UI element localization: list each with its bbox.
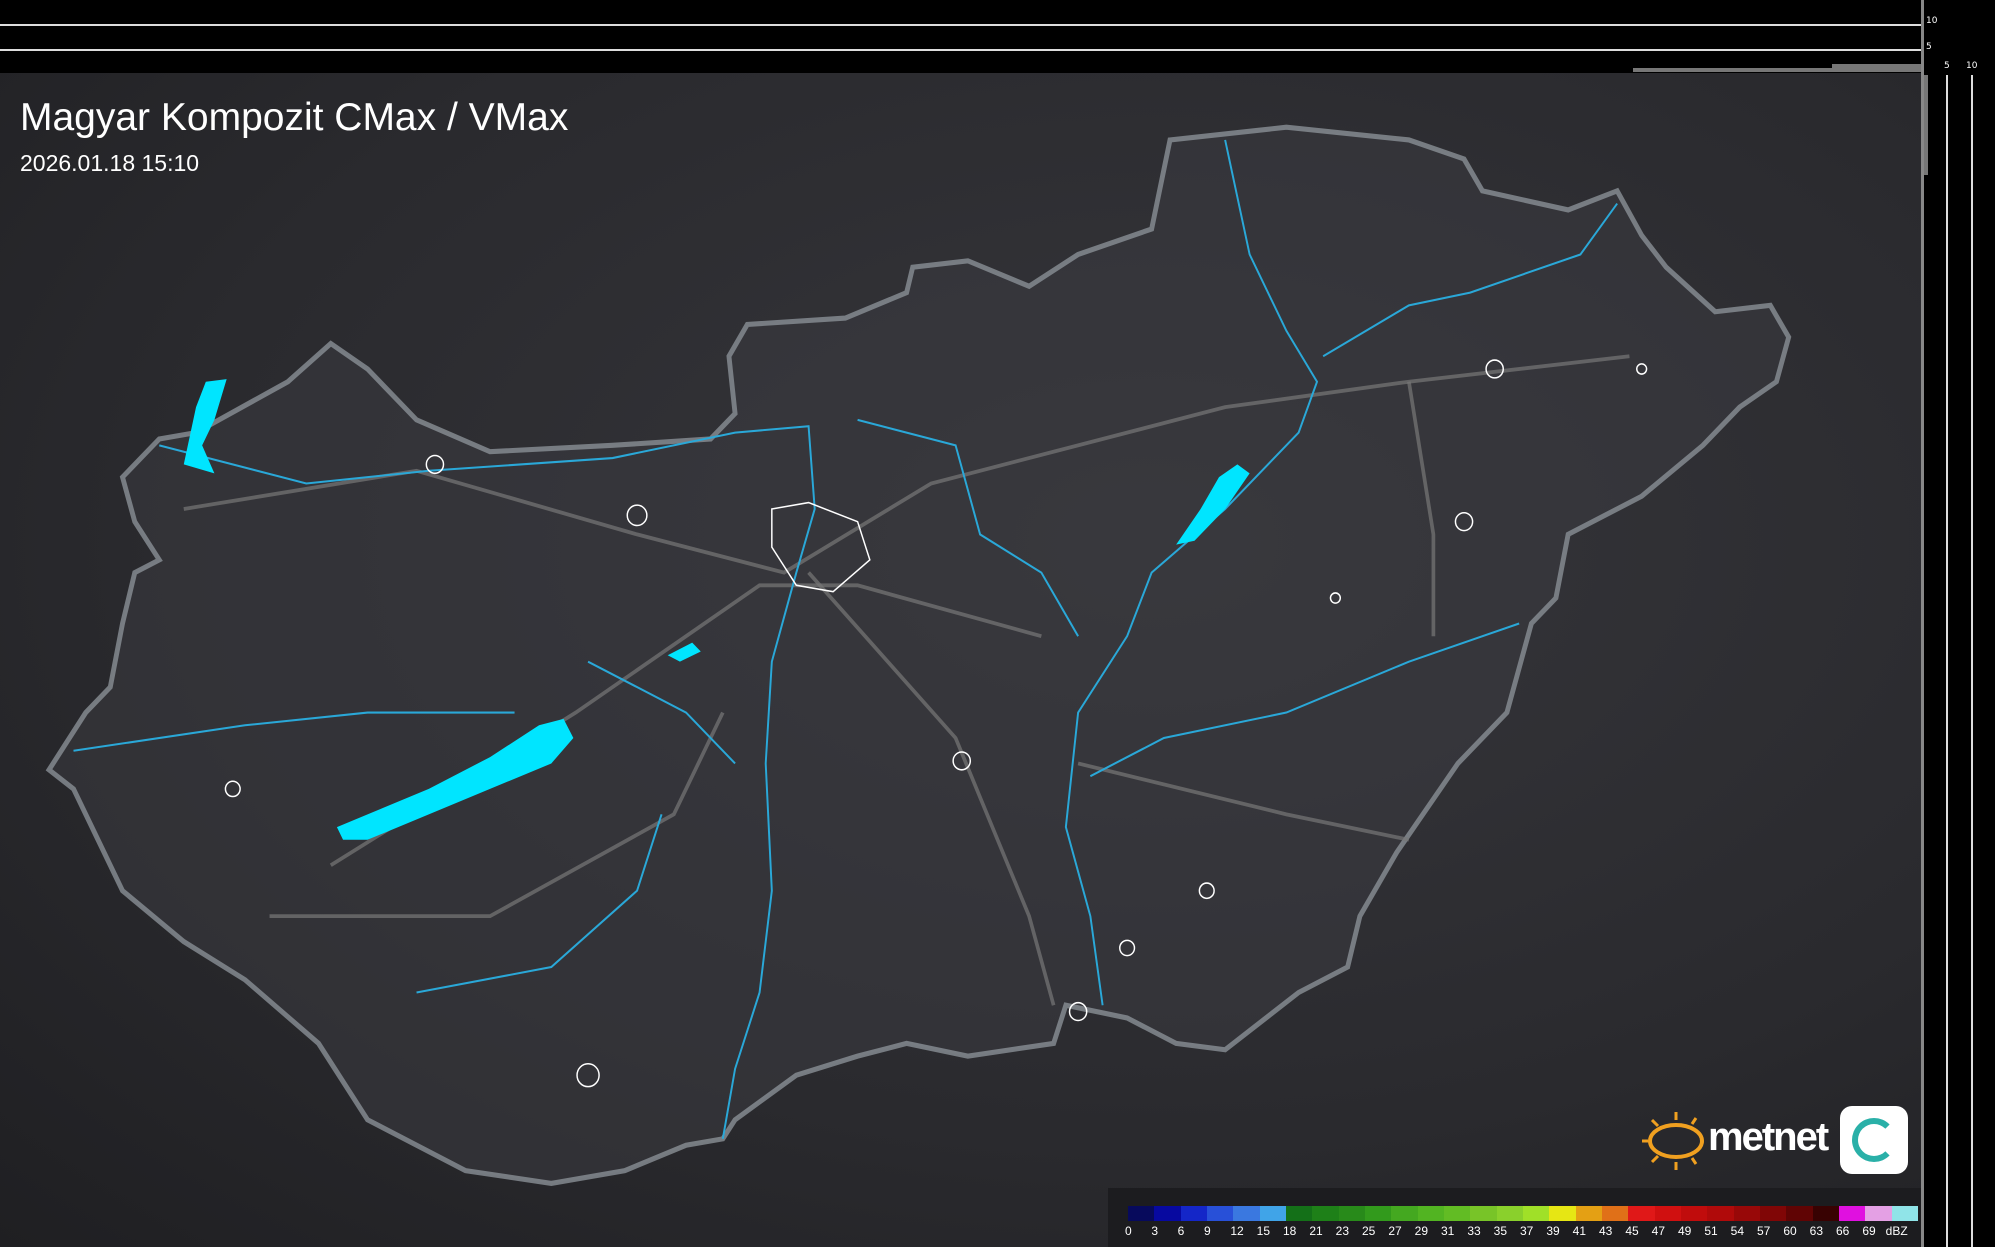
legend-swatch	[1760, 1206, 1787, 1221]
profile-bar-peak	[1832, 64, 1921, 72]
lake-velence	[667, 642, 701, 662]
map-title: Magyar Kompozit CMax / VMax	[20, 96, 569, 139]
legend-label: 3	[1151, 1224, 1159, 1238]
legend-label: 43	[1599, 1224, 1613, 1238]
legend-label: 51	[1704, 1224, 1718, 1238]
legend-label: 15	[1256, 1224, 1271, 1238]
legend-swatch	[1391, 1206, 1419, 1221]
legend-swatch	[1575, 1206, 1603, 1221]
legend-swatch	[1417, 1206, 1445, 1221]
legend-label: 39	[1546, 1224, 1560, 1238]
legend-color-bar	[1128, 1206, 1919, 1221]
legend-swatch	[1233, 1206, 1261, 1221]
grid-line-5	[0, 49, 1921, 51]
legend-label: 29	[1414, 1224, 1429, 1238]
grid-line-10	[1971, 75, 1973, 1247]
legend-unit: dBZ	[1885, 1224, 1908, 1238]
hungary-region	[45, 124, 1792, 1186]
legend-label: 6	[1177, 1224, 1185, 1238]
legend-swatch	[1549, 1206, 1577, 1221]
profile-bar	[1924, 75, 1928, 175]
legend-swatch	[1180, 1206, 1208, 1221]
grid-line-10	[0, 24, 1921, 26]
grid-line-5	[1946, 75, 1948, 1247]
tick-label: 5	[1944, 61, 1950, 71]
legend-label: 63	[1809, 1224, 1824, 1238]
legend-swatch	[1338, 1206, 1366, 1221]
right-profile-panel: 10 5 5 10	[1921, 0, 1995, 1247]
tick-label: 10	[1966, 61, 1978, 71]
city-outlines	[224, 359, 1648, 1088]
tick-label: 5	[1926, 42, 1932, 52]
legend-swatch	[1128, 1206, 1155, 1221]
legend-label: 60	[1783, 1224, 1797, 1238]
legend-swatch	[1496, 1206, 1524, 1221]
sun-logo-icon	[1642, 1112, 1704, 1170]
legend-label: 47	[1651, 1224, 1666, 1238]
legend-label: 23	[1335, 1224, 1350, 1238]
legend-swatch	[1154, 1206, 1182, 1221]
legend-label: 27	[1388, 1224, 1402, 1238]
metnet-logo: metnet	[1638, 1104, 1910, 1178]
legend-swatch	[1207, 1206, 1234, 1221]
legend-label: 37	[1520, 1224, 1534, 1238]
legend-swatch	[1312, 1206, 1340, 1221]
map-timestamp: 2026.01.18 15:10	[20, 150, 200, 176]
legend-swatch	[1444, 1206, 1471, 1221]
radar-map[interactable]	[0, 73, 1921, 1247]
lake-balaton	[336, 718, 574, 840]
legend-label: 57	[1757, 1224, 1771, 1238]
legend-label: 35	[1493, 1224, 1508, 1238]
lake-tisza	[1176, 464, 1250, 545]
legend-swatch	[1681, 1206, 1708, 1221]
legend-label: 45	[1625, 1224, 1639, 1238]
legend-label: 12	[1230, 1224, 1244, 1238]
lake-ferto	[183, 379, 227, 474]
profile-bar	[1633, 68, 1921, 72]
legend-label: 9	[1204, 1224, 1211, 1238]
legend-label: 41	[1572, 1224, 1587, 1238]
map-layer	[45, 124, 1792, 1186]
legend-swatch	[1812, 1206, 1840, 1221]
legend-swatch	[1470, 1206, 1498, 1221]
top-profile-panel	[0, 0, 1921, 72]
legend-swatch	[1891, 1206, 1919, 1221]
legend-label: 66	[1836, 1224, 1850, 1238]
legend-swatch	[1839, 1206, 1866, 1221]
legend-label: 54	[1730, 1224, 1745, 1238]
logo-text: metnet	[1708, 1115, 1829, 1159]
swirl-logo-icon	[1840, 1106, 1908, 1174]
legend-swatch	[1654, 1206, 1682, 1221]
legend-label: 33	[1467, 1224, 1481, 1238]
legend-swatch	[1523, 1206, 1550, 1221]
legend-label: 49	[1678, 1224, 1692, 1238]
legend-swatch	[1602, 1206, 1629, 1221]
tick-label: 10	[1926, 16, 1938, 26]
legend-label: 21	[1309, 1224, 1323, 1238]
legend-swatch	[1865, 1206, 1893, 1221]
legend-swatch	[1365, 1206, 1392, 1221]
dbz-legend: 0 3 6 9 12 15 18 21 23 25 27 29 31 33 35 37 39 41 43 45 47 49…	[1108, 1188, 1921, 1247]
legend-swatch	[1286, 1206, 1313, 1221]
legend-swatch	[1628, 1206, 1656, 1221]
legend-labels: 0 3 6 9 12 15 18 21 23 25 27 29 31 33 35 37 39 41 43 45 47 49…	[1108, 1224, 1921, 1240]
legend-swatch	[1733, 1206, 1761, 1221]
legend-label: 25	[1362, 1224, 1376, 1238]
legend-swatch	[1259, 1206, 1287, 1221]
legend-label: 0	[1125, 1224, 1132, 1238]
rivers	[73, 139, 1618, 1140]
legend-label: 18	[1283, 1224, 1297, 1238]
legend-label: 31	[1441, 1224, 1455, 1238]
legend-label: 69	[1862, 1224, 1876, 1238]
legend-swatch	[1707, 1206, 1735, 1221]
legend-swatch	[1786, 1206, 1814, 1221]
